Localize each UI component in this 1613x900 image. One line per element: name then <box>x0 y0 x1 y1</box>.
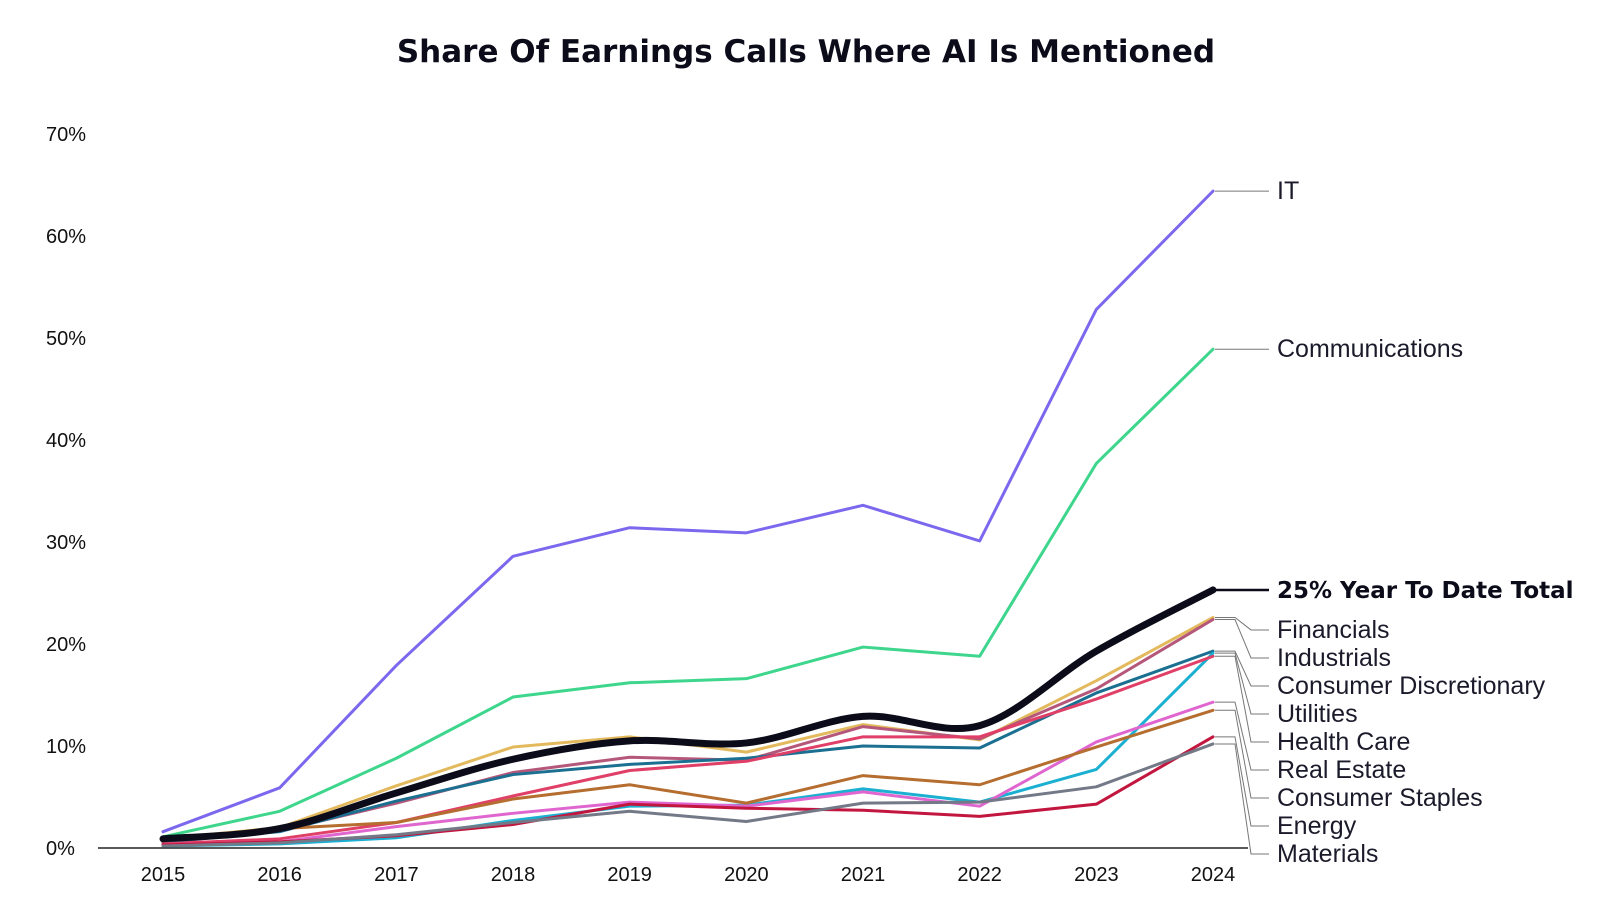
series-line-consumer-staples <box>161 708 1215 843</box>
series-label-financials: Financials <box>1277 616 1390 644</box>
leader-line-real-estate <box>1215 701 1269 771</box>
series-label-it: IT <box>1277 177 1299 205</box>
y-tick-label: 10% <box>46 736 86 758</box>
y-tick-label: 60% <box>46 226 86 248</box>
leader-line-materials <box>1215 743 1269 855</box>
series-line-health-care <box>161 654 1215 846</box>
x-tick-label: 2019 <box>607 864 652 886</box>
x-tick-label: 2017 <box>374 864 419 886</box>
leader-line-financials <box>1215 616 1269 631</box>
x-axis: 2015 2016 2017 2018 2019 2020 2021 2022 2023 2024 <box>98 847 1248 886</box>
series-label-materials: Materials <box>1277 840 1378 868</box>
series-label-utilities: Utilities <box>1277 700 1358 728</box>
x-tick-label: 2022 <box>957 864 1002 886</box>
x-tick-label: 2016 <box>257 864 302 886</box>
series-label-consumer-staples: Consumer Staples <box>1277 784 1483 812</box>
y-tick-label: 40% <box>46 430 86 452</box>
y-tick-label: 50% <box>46 328 86 350</box>
series-label-industrials: Industrials <box>1277 644 1391 672</box>
x-tick-label: 2024 <box>1191 864 1236 886</box>
x-tick-label: 2020 <box>724 864 769 886</box>
y-tick-label: 30% <box>46 532 86 554</box>
series-line-it <box>161 189 1215 834</box>
series-label-25-year-to-date-total: 25% Year To Date Total <box>1277 578 1574 604</box>
series-label-real-estate: Real Estate <box>1277 756 1406 784</box>
y-tick-label: 70% <box>46 124 86 146</box>
series-label-communications: Communications <box>1277 335 1463 363</box>
x-tick-label: 2021 <box>841 864 886 886</box>
x-tick-label: 2015 <box>141 864 186 886</box>
series-labels: IT Communications 25% Year To Date Total Fi… <box>1215 177 1574 868</box>
leader-line-utilities <box>1215 652 1269 715</box>
series-lines <box>159 189 1217 848</box>
leader-line-energy <box>1215 736 1269 827</box>
series-line-materials <box>161 742 1215 848</box>
leader-line-industrials <box>1215 619 1269 659</box>
series-line-real-estate <box>161 700 1215 847</box>
x-tick-label: 2018 <box>491 864 536 886</box>
leader-line-consumer-staples <box>1215 709 1269 799</box>
leader-line-health-care <box>1215 655 1269 743</box>
series-line-25-year-to-date-total <box>159 586 1217 843</box>
y-tick-label: 0% <box>46 838 75 860</box>
series-line-communications <box>161 347 1215 839</box>
y-tick-label: 20% <box>46 634 86 656</box>
series-label-energy: Energy <box>1277 812 1357 840</box>
series-label-consumer-discretionary: Consumer Discretionary <box>1277 672 1546 700</box>
series-line-consumer-discretionary <box>161 649 1215 844</box>
y-axis: 0% 10% 20% 30% 40% 50% 60% 70% <box>46 124 86 860</box>
chart-title: Share Of Earnings Calls Where AI Is Ment… <box>397 34 1215 70</box>
series-label-health-care: Health Care <box>1277 728 1410 756</box>
leader-line-consumer-discretionary <box>1215 650 1269 687</box>
x-tick-label: 2023 <box>1074 864 1119 886</box>
